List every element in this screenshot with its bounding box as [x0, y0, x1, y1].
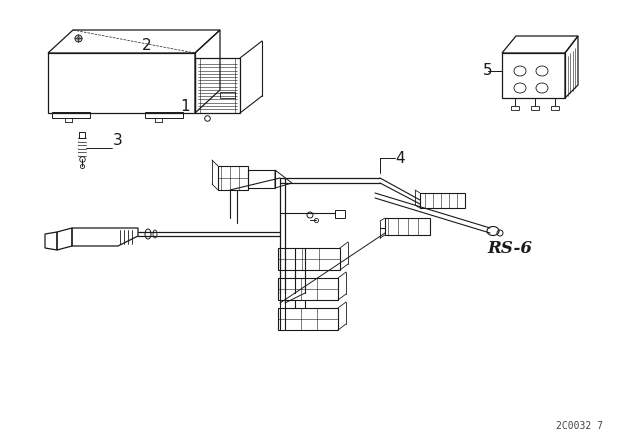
- Bar: [511, 106, 519, 110]
- Text: 1: 1: [180, 99, 190, 113]
- Text: 2C0032 7: 2C0032 7: [557, 421, 604, 431]
- Text: 4: 4: [395, 151, 405, 165]
- Text: 2: 2: [142, 38, 152, 52]
- Bar: [531, 106, 539, 110]
- Bar: [551, 106, 559, 110]
- Text: 3: 3: [113, 133, 123, 147]
- Text: RS-6: RS-6: [488, 240, 532, 257]
- Text: 5: 5: [483, 63, 493, 78]
